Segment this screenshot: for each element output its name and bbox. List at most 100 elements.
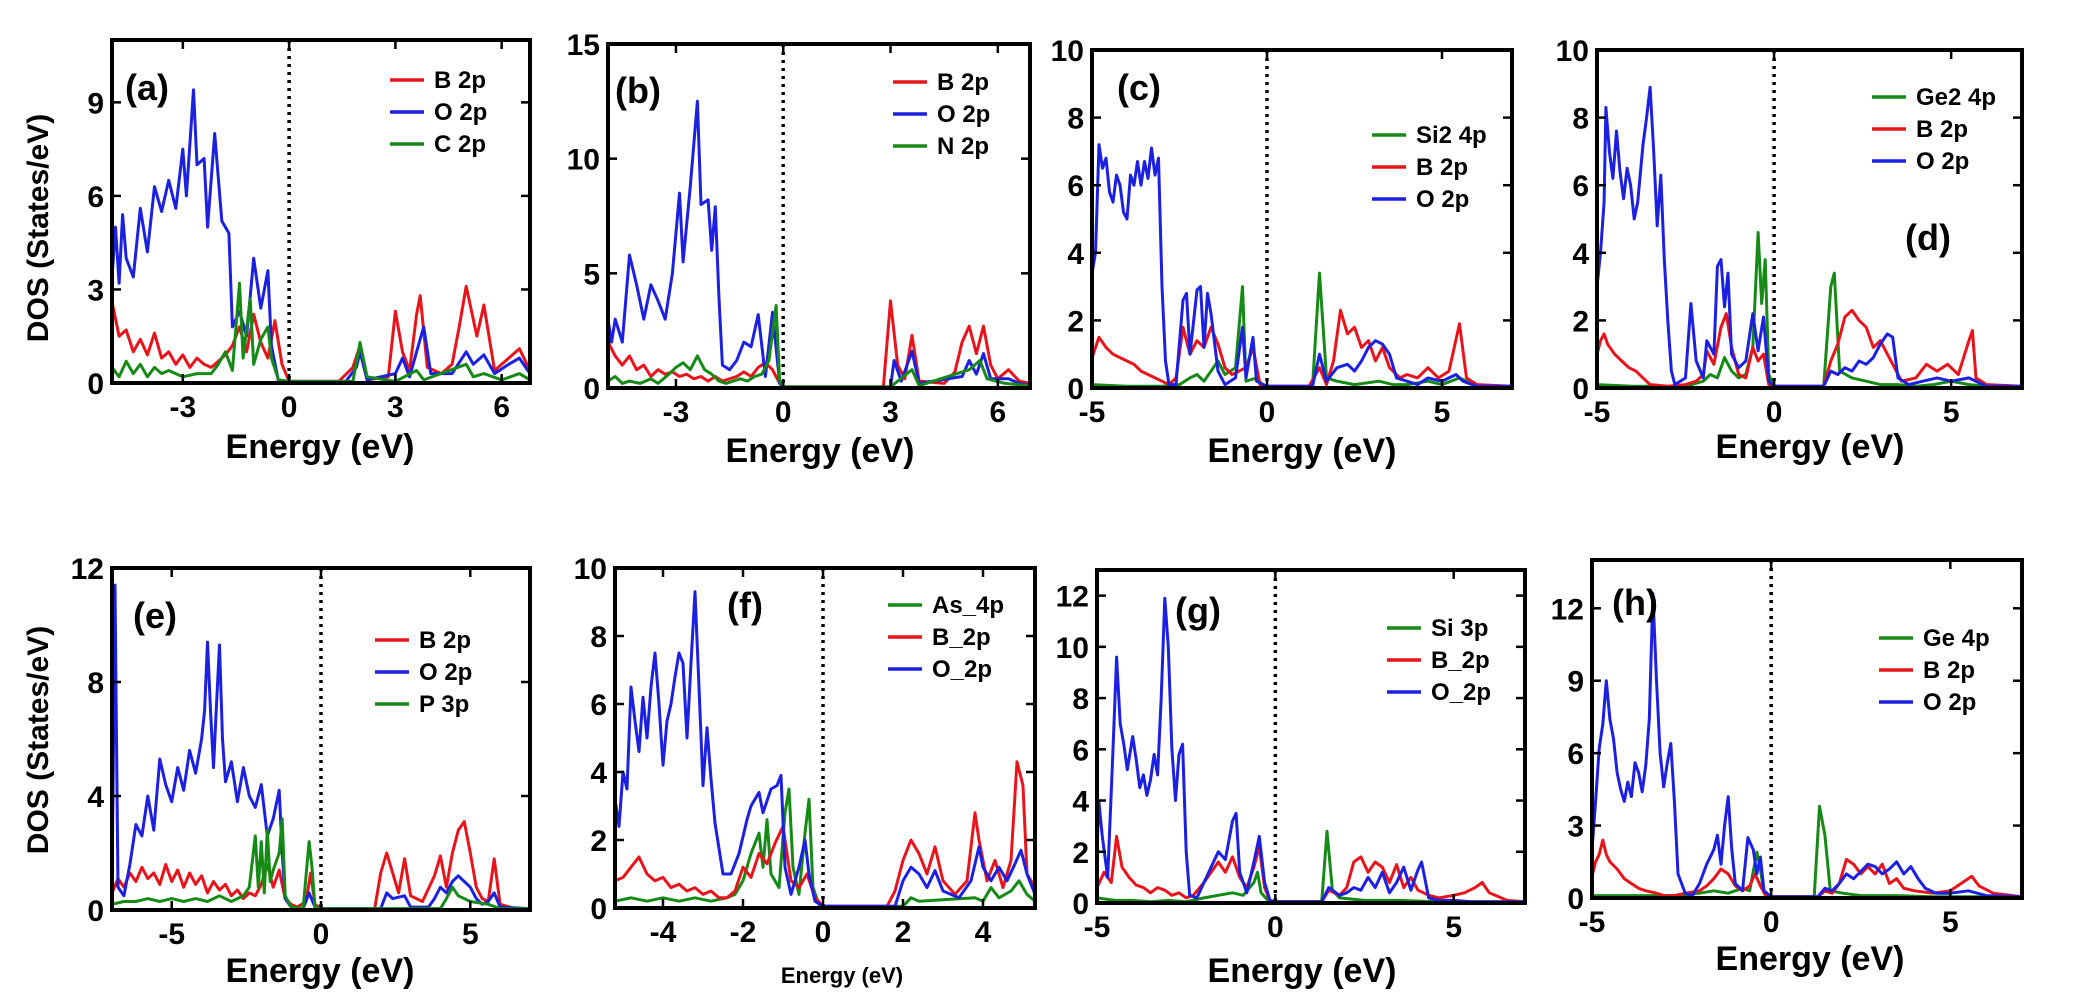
y-tick-label: 8: [590, 621, 607, 654]
x-tick-label: 0: [313, 918, 330, 951]
x-axis-label: Energy (eV): [226, 952, 415, 990]
y-tick-label: 4: [87, 781, 104, 814]
y-tick-label: 12: [1056, 581, 1089, 614]
x-tick-label: 0: [1766, 396, 1783, 429]
x-tick-label: -5: [1579, 906, 1606, 939]
legend-label: Si2 4p: [1416, 122, 1487, 149]
series-line-b-2p: [1592, 838, 2022, 898]
legend-label: O_2p: [932, 656, 992, 683]
y-tick-label: 2: [1572, 305, 1589, 338]
legend-label: B 2p: [419, 627, 471, 654]
legend-label: C 2p: [434, 131, 486, 158]
panel-label: (e): [133, 595, 177, 636]
series-line-o-2p: [1592, 592, 2022, 898]
y-tick-label: 5: [583, 258, 600, 291]
legend-label: B 2p: [1923, 657, 1975, 684]
y-tick-label: 0: [87, 368, 104, 401]
series-line-o-2p: [1097, 596, 1525, 903]
series-line-o-2p: [112, 583, 530, 910]
legend-label: O 2p: [419, 659, 472, 686]
x-tick-label: 5: [1434, 396, 1451, 429]
y-tick-label: 6: [87, 181, 104, 214]
panel-label: (c): [1117, 67, 1161, 108]
y-tick-label: 0: [583, 373, 600, 406]
series-line-b-2p: [1092, 308, 1512, 388]
panel-label: (a): [125, 67, 169, 108]
legend-label: O 2p: [1916, 148, 1969, 175]
y-tick-label: 4: [1072, 786, 1089, 819]
x-tick-label: -2: [730, 916, 757, 949]
legend: As_4p B_2p O_2p: [888, 592, 1004, 683]
y-tick-label: 10: [1056, 632, 1089, 665]
y-tick-label: 6: [590, 689, 607, 722]
x-axis-label: Energy (eV): [781, 963, 903, 988]
y-tick-label: 4: [1067, 238, 1084, 271]
series-line-b-2p: [112, 284, 530, 383]
series-line-o-2p: [1597, 85, 2022, 388]
series-line-p-3p: [112, 817, 530, 910]
y-tick-label: 0: [1067, 373, 1084, 406]
y-tick-label: 10: [574, 553, 607, 586]
x-tick-label: 6: [493, 391, 510, 424]
series-line-b-2p: [615, 760, 1035, 908]
x-tick-label: -4: [650, 916, 677, 949]
x-tick-label: 0: [775, 396, 792, 429]
y-tick-label: 4: [590, 757, 607, 790]
x-tick-label: 6: [989, 396, 1006, 429]
series-line-ge-4p: [1592, 804, 2022, 898]
legend: Ge 4p B 2p O 2p: [1879, 625, 1990, 716]
panel-label: (h): [1612, 582, 1658, 623]
legend-label: O_2p: [1431, 679, 1491, 706]
series-line-b-2p: [1597, 308, 2022, 388]
panel-f: -4 -2 0 2 4 0 2 4 6 8 10 Energy (eV) (f) As_4p B_2p O_2…: [574, 553, 1037, 988]
legend-label: As_4p: [932, 592, 1004, 619]
y-tick-label: 10: [1556, 35, 1589, 68]
panel-b: -3 0 3 6 0 5 10 15 Energy (eV) (b) B 2p O 2p N 2p: [567, 29, 1032, 470]
series-line-si-3p: [1097, 829, 1525, 903]
plot-frame: [1095, 568, 1527, 905]
plot-frame: [1090, 48, 1514, 390]
y-tick-label: 12: [71, 553, 104, 586]
panel-e: -5 0 5 0 4 8 12 Energy (eV) (e) B 2p O 2p P 3p: [71, 553, 532, 990]
series-line-b-2p: [608, 299, 1030, 388]
plot-frame: [110, 38, 532, 385]
legend-label: Si 3p: [1431, 615, 1488, 642]
plot-frame: [613, 566, 1037, 910]
x-tick-label: -3: [170, 391, 197, 424]
x-axis-label: Energy (eV): [726, 432, 915, 470]
x-axis-label: Energy (eV): [1716, 428, 1905, 466]
x-axis-label: Energy (eV): [1208, 952, 1397, 990]
x-axis-label: Energy (eV): [226, 428, 415, 466]
panel-label: (g): [1175, 590, 1221, 631]
legend-label: P 3p: [419, 691, 469, 718]
series-line-o-2p: [112, 88, 530, 383]
x-tick-label: 3: [882, 396, 899, 429]
series-line-n-2p: [608, 303, 1030, 388]
series-line-o-2p: [615, 590, 1035, 908]
legend-label: O 2p: [1923, 689, 1976, 716]
y-tick-label: 9: [1567, 666, 1584, 699]
x-axis-label: Energy (eV): [1208, 432, 1397, 470]
y-tick-label: 2: [1072, 837, 1089, 870]
x-tick-label: 0: [1267, 911, 1284, 944]
x-tick-label: 5: [462, 918, 479, 951]
ylabel-bottom: DOS (States/eV): [22, 626, 55, 854]
series-line-o-2p: [1092, 143, 1512, 388]
x-tick-label: -5: [1584, 396, 1611, 429]
x-tick-label: 3: [387, 391, 404, 424]
x-axis-label: Energy (eV): [1716, 940, 1905, 978]
x-tick-label: -3: [663, 396, 690, 429]
y-tick-label: 10: [567, 144, 600, 177]
legend: Si 3p B_2p O_2p: [1387, 615, 1491, 706]
plot-frame: [606, 42, 1032, 390]
y-tick-label: 0: [87, 895, 104, 928]
x-tick-label: 5: [1445, 911, 1462, 944]
x-tick-label: 0: [1259, 396, 1276, 429]
x-tick-label: 5: [1943, 396, 1960, 429]
legend-label: O 2p: [937, 101, 990, 128]
series-line-c-2p: [112, 281, 530, 383]
x-tick-label: 4: [975, 916, 992, 949]
series-line-o-2p: [608, 99, 1030, 388]
